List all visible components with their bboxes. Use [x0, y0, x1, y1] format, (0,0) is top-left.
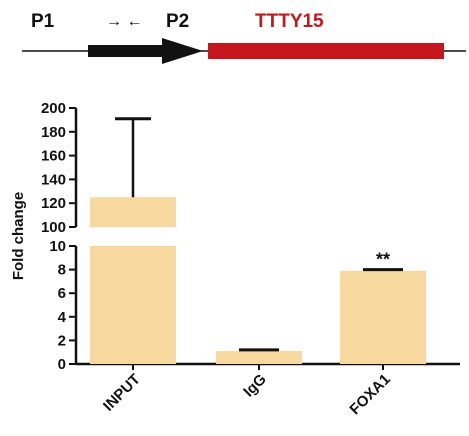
gene-label: TTTY15 — [255, 11, 324, 32]
y-tick-label: 6 — [58, 285, 66, 302]
bar-input — [90, 197, 176, 227]
p1-label: P1 — [31, 11, 55, 32]
y-axis-label: Fold change — [10, 192, 27, 280]
y-tick-label: 0 — [58, 356, 66, 373]
gene-body — [208, 43, 444, 59]
bar-foxa1 — [340, 270, 426, 364]
y-tick-label: 100 — [41, 219, 66, 236]
y-tick-label: 200 — [41, 100, 66, 117]
x-tick-label: INPUT — [100, 371, 144, 415]
x-tick-label: FOXA1 — [346, 371, 393, 418]
y-tick-label: 180 — [41, 124, 66, 141]
significance-marker: ** — [376, 250, 390, 270]
promoter-arrow — [88, 38, 203, 64]
x-tick-label: IgG — [240, 371, 270, 401]
y-tick-label: 120 — [41, 195, 66, 212]
y-tick-label: 8 — [58, 262, 66, 279]
bar-igg — [216, 351, 302, 364]
y-tick-label: 4 — [58, 309, 67, 326]
y-tick-label: 160 — [41, 148, 66, 165]
y-tick-label: 10 — [49, 238, 66, 255]
bar-input-lower — [90, 246, 176, 364]
bars — [90, 117, 426, 364]
primer-arrows: → ← — [106, 13, 142, 30]
p2-label: P2 — [166, 11, 189, 32]
gene-schematic: P1 → ← P2 TTTY15 — [22, 11, 466, 64]
y-tick-label: 140 — [41, 171, 66, 188]
y-tick-label: 2 — [58, 332, 66, 349]
